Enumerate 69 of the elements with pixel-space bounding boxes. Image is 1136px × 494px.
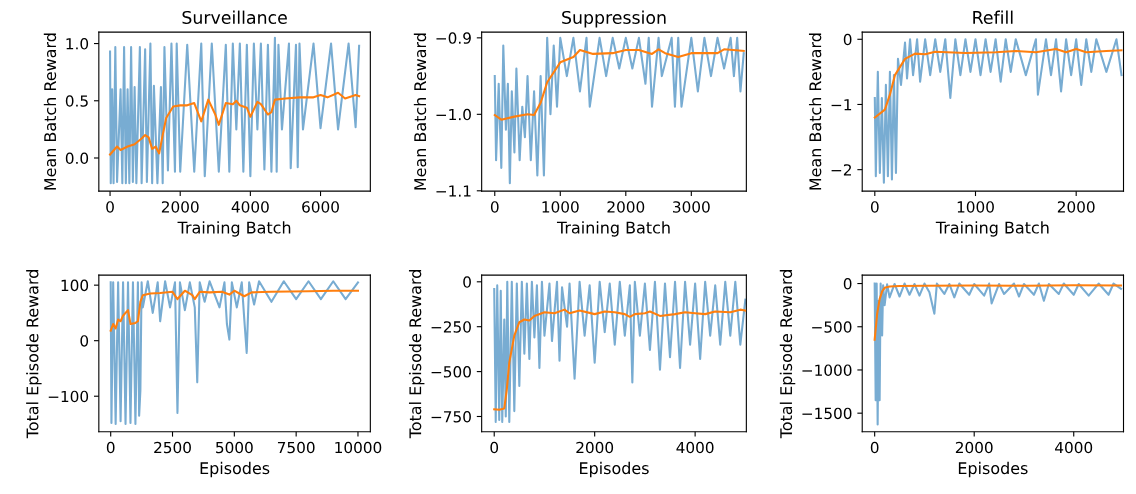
x-tick-label: 5000 (216, 441, 253, 454)
y-tick-label: −2 (831, 164, 851, 176)
x-tick-label: 4000 (676, 441, 714, 454)
y-tick-label: 0 (843, 33, 852, 46)
line-series (873, 38, 1123, 184)
y-axis-title: Total Episode Reward (779, 270, 796, 439)
x-tick-label: 10000 (335, 441, 382, 454)
x-tick-label: 2000 (576, 441, 614, 454)
x-tick-label: 1000 (542, 201, 579, 213)
y-tick-label: −1000 (802, 364, 852, 376)
chart-title: Refill (973, 10, 1013, 25)
y-tick-label: −0.9 (436, 32, 471, 44)
x-tick-label: 4000 (231, 201, 269, 213)
x-tick-label: 6000 (302, 201, 339, 213)
chart-title: Suppression (562, 10, 666, 28)
y-tick-label: −100 (48, 390, 89, 403)
y-tick-label: 0 (463, 276, 471, 288)
line-series (109, 91, 361, 156)
x-axis-title: Episodes (958, 461, 1028, 478)
line-series (873, 282, 1123, 426)
y-tick-label: 0 (80, 335, 89, 347)
y-axis-title: Mean Batch Reward (43, 33, 57, 190)
y-tick-label: −500 (812, 321, 852, 333)
y-tick-label: −250 (431, 321, 471, 333)
y-axis-title: Mean Batch Reward (808, 33, 822, 190)
x-tick-label: 0 (106, 441, 115, 454)
y-tick-label: −1 (831, 99, 852, 111)
x-tick-label: 0 (490, 201, 499, 213)
x-tick-label: 2000 (955, 441, 993, 454)
x-axis-title: Episodes (200, 461, 270, 478)
x-tick-label: 3000 (673, 201, 710, 213)
line-series (109, 280, 360, 426)
line-series (873, 48, 1123, 119)
x-tick-label: 2000 (607, 201, 645, 213)
y-tick-label: −1.1 (436, 185, 471, 197)
y-axis-title: Total Episode Reward (408, 270, 425, 439)
chart-title: Surveillance (182, 10, 287, 25)
x-tick-label: 2500 (154, 441, 191, 454)
y-tick-label: 100 (61, 279, 89, 292)
x-tick-label: 0 (870, 441, 879, 454)
line-series (493, 36, 745, 185)
x-axis-title: Training Batch (177, 221, 291, 237)
y-tick-label: −500 (431, 366, 471, 378)
x-tick-label: 2000 (161, 201, 199, 213)
line-series (493, 308, 747, 411)
x-tick-label: 4000 (1055, 441, 1093, 454)
x-tick-label: 2000 (1057, 201, 1095, 213)
y-tick-label: 0 (843, 278, 852, 290)
x-axis-title: Training Batch (556, 221, 670, 237)
x-axis-title: Training Batch (935, 221, 1049, 237)
x-tick-label: 0 (490, 441, 499, 454)
x-tick-label: 0 (106, 201, 114, 213)
y-tick-label: −750 (431, 410, 471, 423)
line-series (873, 284, 1123, 341)
line-series (493, 48, 745, 121)
x-tick-label: 0 (870, 201, 879, 213)
x-tick-label: 1000 (957, 201, 994, 213)
line-series (109, 36, 361, 185)
y-tick-label: 1.0 (66, 38, 89, 50)
line-series (493, 280, 747, 423)
line-series (109, 289, 360, 332)
y-tick-label: −1.0 (436, 108, 471, 121)
x-axis-title: Episodes (580, 461, 649, 478)
y-axis-title: Total Episode Reward (26, 270, 42, 439)
y-tick-label: 0.0 (65, 152, 89, 165)
x-tick-label: 7500 (277, 441, 315, 454)
y-tick-label: 0.5 (65, 95, 88, 107)
y-axis-title: Mean Batch Reward (413, 33, 427, 190)
y-tick-label: −1500 (802, 407, 852, 420)
